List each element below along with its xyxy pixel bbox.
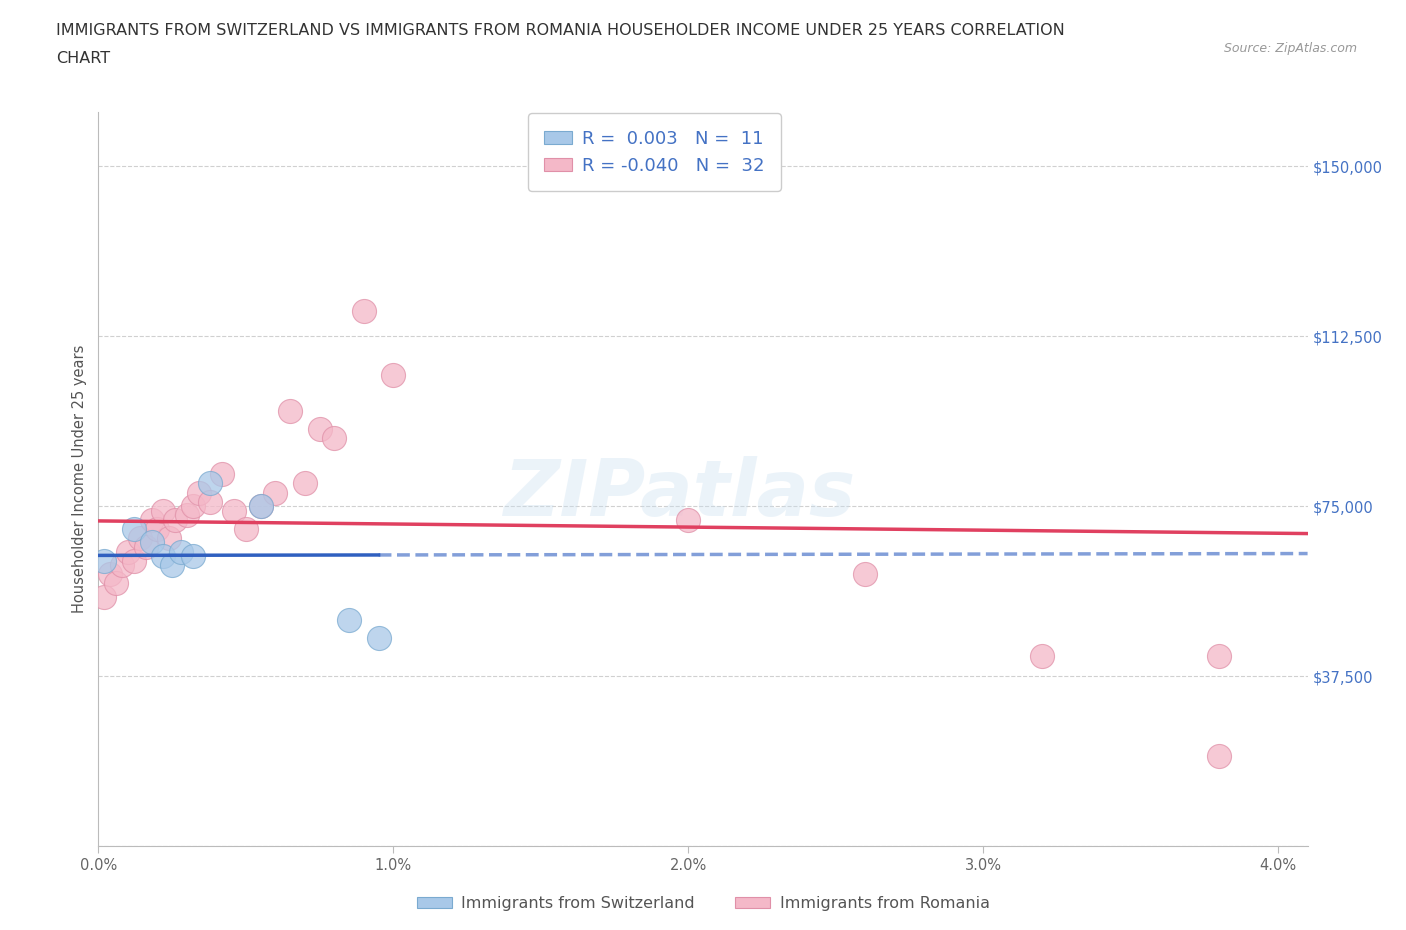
Point <box>93 553 115 568</box>
Point <box>165 512 187 527</box>
Point <box>105 576 128 591</box>
Point <box>278 404 301 418</box>
Point <box>249 498 271 513</box>
Point <box>98 566 121 581</box>
Point <box>1208 648 1230 663</box>
Point <box>353 304 375 319</box>
Point <box>678 512 700 527</box>
Point <box>211 467 233 482</box>
Point <box>235 522 257 537</box>
Text: IMMIGRANTS FROM SWITZERLAND VS IMMIGRANTS FROM ROMANIA HOUSEHOLDER INCOME UNDER : IMMIGRANTS FROM SWITZERLAND VS IMMIGRANT… <box>56 23 1064 38</box>
Point <box>337 612 360 627</box>
Point <box>1208 748 1230 763</box>
Point <box>264 485 287 500</box>
Text: Source: ZipAtlas.com: Source: ZipAtlas.com <box>1223 42 1357 55</box>
Point <box>308 421 330 436</box>
Point <box>176 508 198 523</box>
Point <box>200 476 222 491</box>
Point <box>135 539 157 554</box>
Legend: R =  0.003   N =  11, R = -0.040   N =  32: R = 0.003 N = 11, R = -0.040 N = 32 <box>529 113 782 191</box>
Point <box>128 530 150 545</box>
Point <box>141 535 163 550</box>
Point <box>117 544 139 559</box>
Point <box>157 530 180 545</box>
Point <box>323 431 346 445</box>
Point <box>187 485 209 500</box>
Point <box>222 503 245 518</box>
Point <box>122 522 145 537</box>
Point <box>181 549 204 564</box>
Point <box>200 494 222 509</box>
Point <box>111 558 134 573</box>
Point <box>853 566 876 581</box>
Point <box>382 367 405 382</box>
Legend: Immigrants from Switzerland, Immigrants from Romania: Immigrants from Switzerland, Immigrants … <box>411 890 995 917</box>
Point <box>93 590 115 604</box>
Point <box>152 503 174 518</box>
Point <box>249 498 271 513</box>
Text: CHART: CHART <box>56 51 110 66</box>
Point <box>1031 648 1053 663</box>
Point <box>152 549 174 564</box>
Point <box>170 544 193 559</box>
Point <box>294 476 316 491</box>
Point <box>367 631 389 645</box>
Text: ZIPatlas: ZIPatlas <box>503 456 855 532</box>
Point <box>181 498 204 513</box>
Point <box>141 512 163 527</box>
Point <box>122 553 145 568</box>
Point <box>146 522 169 537</box>
Point <box>160 558 183 573</box>
Y-axis label: Householder Income Under 25 years: Householder Income Under 25 years <box>72 345 87 613</box>
